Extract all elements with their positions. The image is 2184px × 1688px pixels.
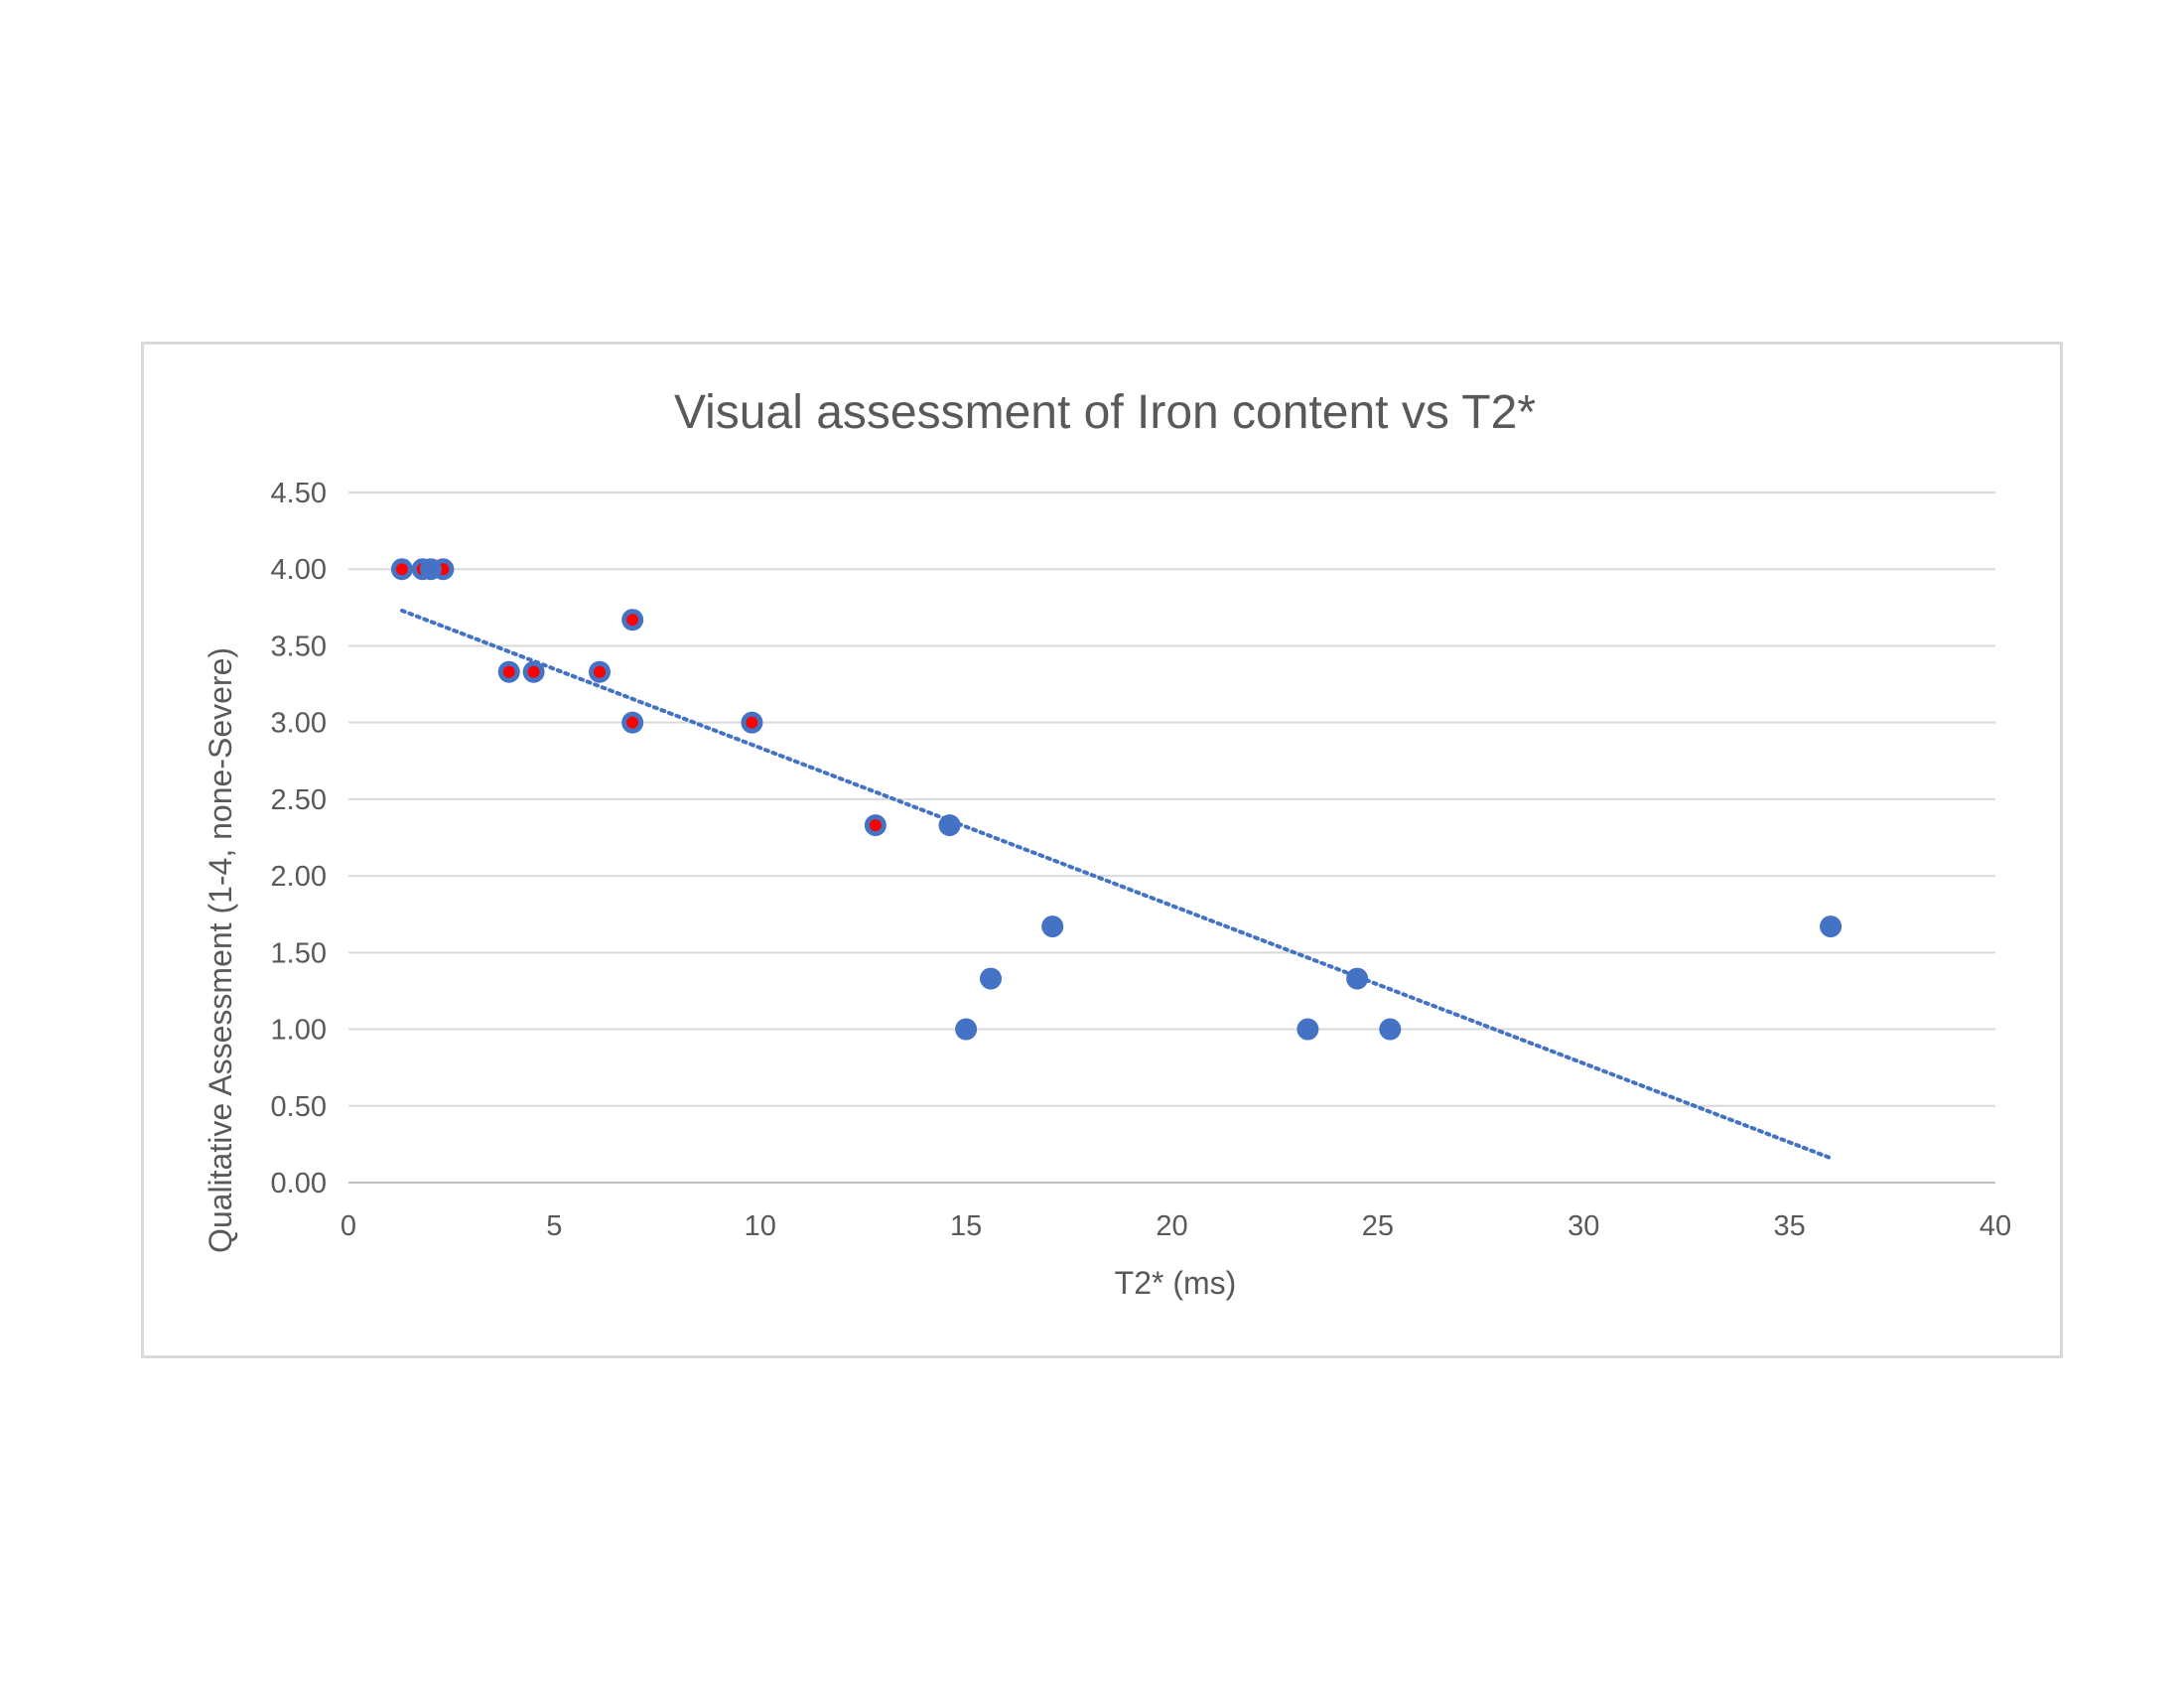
- y-tick-label: 1.50: [271, 937, 327, 969]
- y-tick-label: 3.50: [271, 631, 327, 662]
- y-tick-label: 2.00: [271, 861, 327, 893]
- chart-title: Visual assessment of Iron content vs T2*: [674, 386, 1536, 439]
- trendline: [399, 608, 1834, 1161]
- data-point: [1297, 1018, 1319, 1041]
- trendline-group: [399, 608, 1834, 1161]
- x-tick-label: 40: [1979, 1210, 2011, 1242]
- data-point-center: [626, 716, 639, 729]
- x-tick-label: 25: [1362, 1210, 1394, 1242]
- data-point: [1346, 967, 1369, 990]
- data-point: [955, 1018, 978, 1041]
- y-tick-label: 0.50: [271, 1091, 327, 1123]
- y-tick-label: 1.00: [271, 1015, 327, 1047]
- data-point-center: [626, 614, 639, 627]
- data-point: [419, 558, 442, 581]
- x-axis-title: T2* (ms): [1115, 1265, 1237, 1301]
- data-point-center: [593, 665, 606, 678]
- data-point: [1820, 915, 1843, 938]
- x-tick-label: 20: [1156, 1210, 1187, 1242]
- x-tick-label: 0: [341, 1210, 356, 1242]
- x-tick-label: 15: [950, 1210, 982, 1242]
- gridlines: [348, 492, 1995, 1107]
- data-points: [390, 558, 1843, 1041]
- data-point-center: [502, 665, 515, 678]
- scatter-chart: Visual assessment of Iron content vs T2*…: [203, 386, 2012, 1301]
- data-point-center: [746, 716, 758, 729]
- data-point-center: [395, 563, 408, 576]
- x-tick-label: 5: [546, 1210, 562, 1242]
- axes: 0.00 0.50 1.00 1.50 2.00 2.50 3.00 3.50 4.00 4.50…: [271, 478, 2012, 1242]
- y-tick-label: 3.00: [271, 708, 327, 740]
- y-tick-label: 4.50: [271, 478, 327, 509]
- data-point: [938, 814, 961, 837]
- y-axis-title: Qualitative Assessment (1-4, none-Severe…: [203, 647, 238, 1253]
- y-tick-label: 0.00: [271, 1168, 327, 1199]
- chart-frame: Visual assessment of Iron content vs T2*…: [141, 342, 2063, 1358]
- x-tick-label: 30: [1568, 1210, 1599, 1242]
- y-tick-label: 2.50: [271, 784, 327, 816]
- data-point: [980, 967, 1003, 990]
- data-point-center: [869, 819, 882, 832]
- x-tick-label: 35: [1773, 1210, 1805, 1242]
- data-point: [1041, 915, 1064, 938]
- y-tick-label: 4.00: [271, 554, 327, 586]
- data-point-center: [527, 665, 540, 678]
- data-point: [1379, 1018, 1402, 1041]
- x-tick-label: 10: [745, 1210, 776, 1242]
